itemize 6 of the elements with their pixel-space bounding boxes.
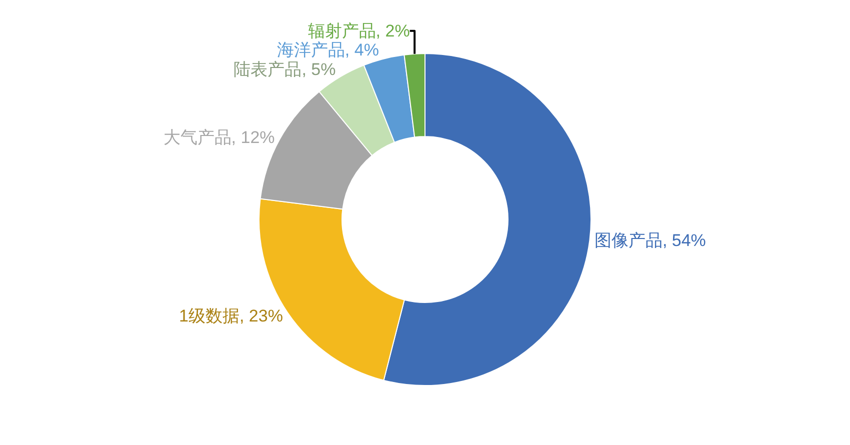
slice-label: 1级数据, 23% — [179, 306, 283, 326]
slice-label: 辐射产品, 2% — [308, 21, 410, 40]
slice-label: 陆表产品, 5% — [234, 60, 336, 80]
slice-label: 图像产品, 54% — [594, 230, 706, 250]
slice-label: 海洋产品, 4% — [276, 40, 379, 60]
slice-label: 大气产品, 12% — [163, 128, 275, 147]
